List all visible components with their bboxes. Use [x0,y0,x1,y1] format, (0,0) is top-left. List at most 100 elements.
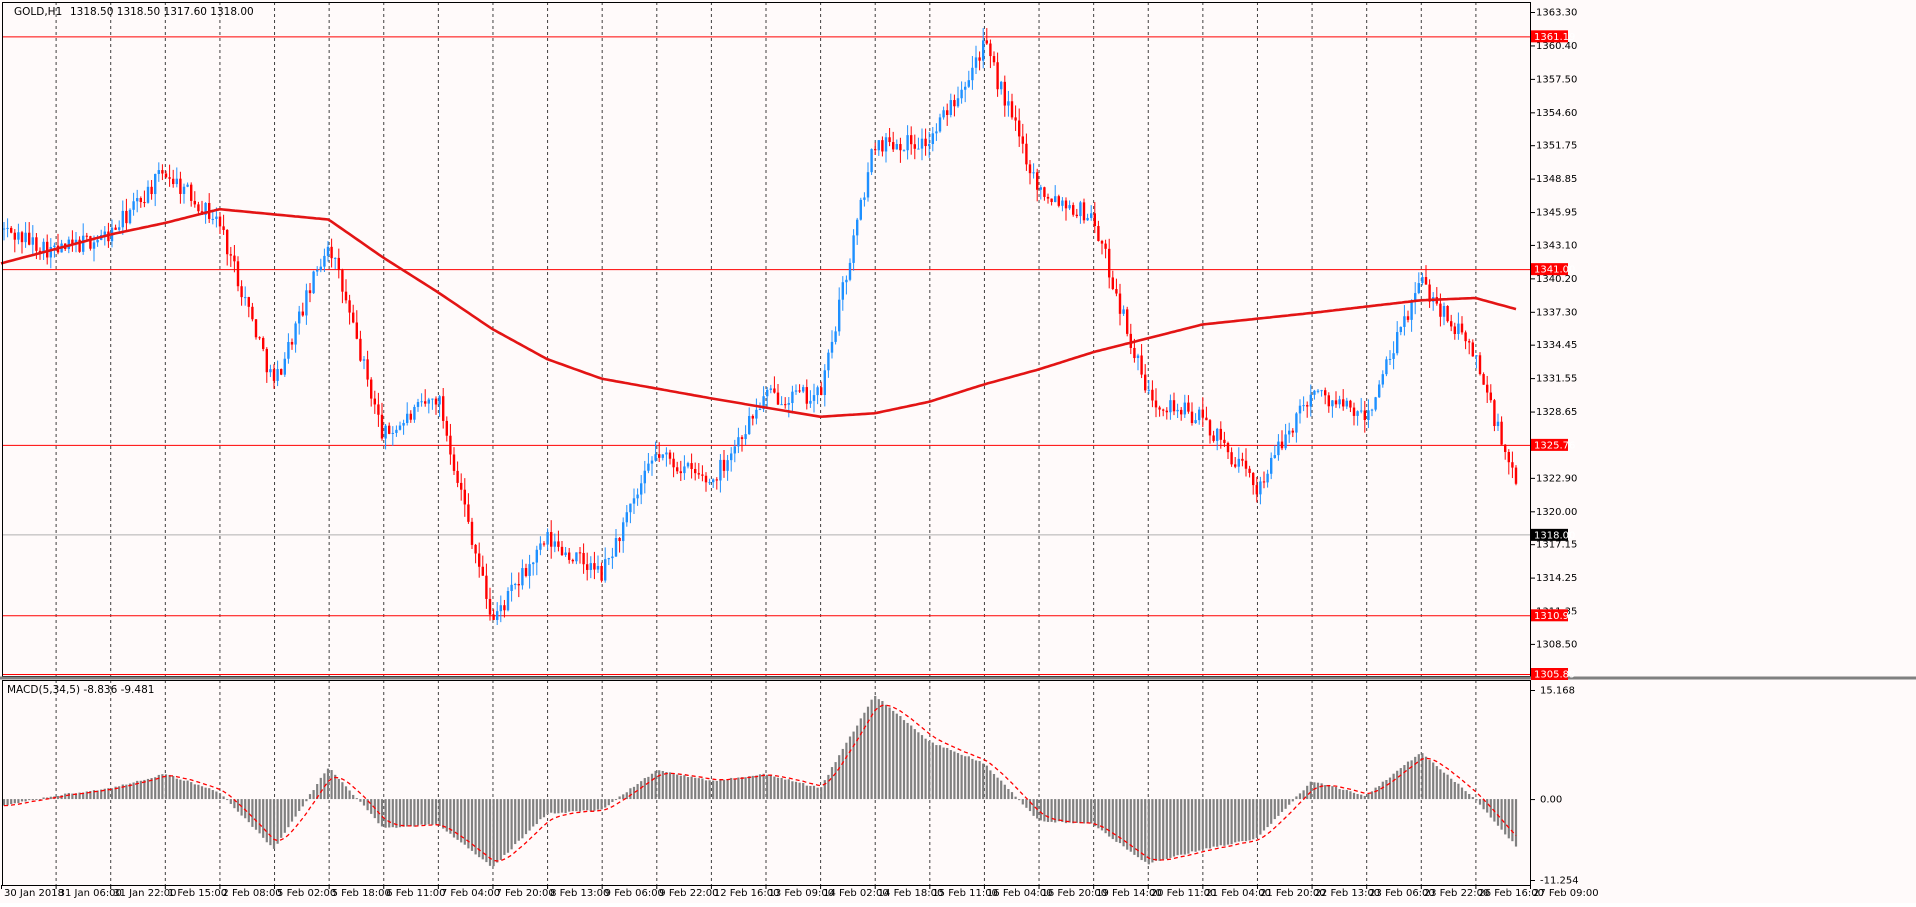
candle-body [737,437,740,447]
macd-bar [1068,799,1071,823]
macd-bar [704,780,708,800]
candle-body [20,232,24,243]
macd-bar [114,786,117,800]
candle-body [46,241,49,258]
candle-body [492,614,495,620]
candle-body [287,341,290,359]
candle-body [676,467,679,472]
macd-bar [1273,799,1276,820]
time-tick-label: 23 Feb 06:00 [1369,888,1435,899]
macd-bar [1208,799,1212,849]
macd-bar [888,707,891,800]
candle-body [715,479,718,481]
candle-body [154,173,157,195]
candle-body [1453,326,1456,335]
macd-bar [427,799,430,825]
candle-body [85,235,88,237]
macd-bar [1295,796,1298,800]
candle-body [974,57,978,68]
candle-body [172,178,175,185]
macd-bar [96,790,99,800]
macd-bar [1187,799,1190,854]
time-tick-label: 15 Feb 11:00 [932,888,998,899]
candle-body [1439,303,1442,317]
macd-bar [899,716,902,800]
macd-bar [402,799,405,827]
candle-body [179,178,182,194]
candle-body [308,290,312,294]
candle-body [139,198,142,203]
macd-bar [1403,765,1406,800]
candle-body [186,184,189,187]
macd-bar [1097,799,1100,829]
macd-bar [438,799,441,826]
macd-bar [463,799,466,845]
candle-body [370,379,373,399]
macd-bar [1050,799,1053,822]
candle-body [820,387,823,396]
macd-bar [679,775,682,800]
macd-bar [391,799,394,828]
candle-body [197,204,200,212]
macd-bar [676,774,679,800]
macd-bar [78,792,81,800]
macd-bar [737,777,740,800]
candle-body [1468,341,1471,343]
candle-body [168,177,171,179]
macd-bar [942,747,945,800]
candle-body [1000,81,1003,90]
macd-bar [672,774,675,800]
candle-body [1450,321,1453,327]
time-tick-label: 19 Feb 14:00 [1096,888,1162,899]
candle-body [942,110,945,118]
macd-bar [38,799,42,801]
candle-body [377,404,380,415]
candle-body [920,138,924,149]
macd-label: MACD(5,34,5) -8.836 -9.481 [7,684,154,696]
candle-body [794,390,798,392]
candle-body [1486,384,1489,393]
macd-bar [784,779,787,800]
macd-bar [136,780,139,800]
macd-bar [420,799,423,825]
candle-body [1201,409,1204,418]
macd-bar [820,787,823,800]
macd-bar [830,767,834,800]
macd-bar [776,777,780,800]
time-tick-label: 20 Feb 11:00 [1151,888,1217,899]
macd-bar [280,799,283,838]
candle-body [290,341,294,345]
candle-body [967,80,970,87]
macd-bar [982,763,985,800]
candle-body [1100,240,1104,244]
macd-bar [953,751,956,800]
macd-bar [1280,799,1284,812]
candle-body [449,435,452,455]
candle-body [229,254,232,256]
candle-body [118,227,121,230]
macd-bar [118,786,121,800]
candle-body [1021,136,1024,144]
macd-bar [535,799,538,825]
macd-bar [496,799,499,863]
macd-bar [1500,799,1503,830]
macd-bar [251,799,254,827]
candle-body [262,337,265,349]
macd-bar [366,799,369,811]
candle-body [233,255,236,262]
macd-bar [654,770,657,800]
macd-bar [748,776,751,800]
macd-bar [362,799,366,806]
price-level-badge [1531,30,1568,43]
candle-body [337,257,340,271]
macd-bar [1032,799,1035,816]
macd-bar [31,799,34,801]
candle-body [784,404,787,406]
macd-bar [859,718,862,800]
macd-bar [812,785,816,800]
macd-bar [575,799,578,812]
candle-body [1010,101,1014,118]
macd-bar [222,796,225,800]
price-tick-label: 1357.50 [1536,74,1577,85]
